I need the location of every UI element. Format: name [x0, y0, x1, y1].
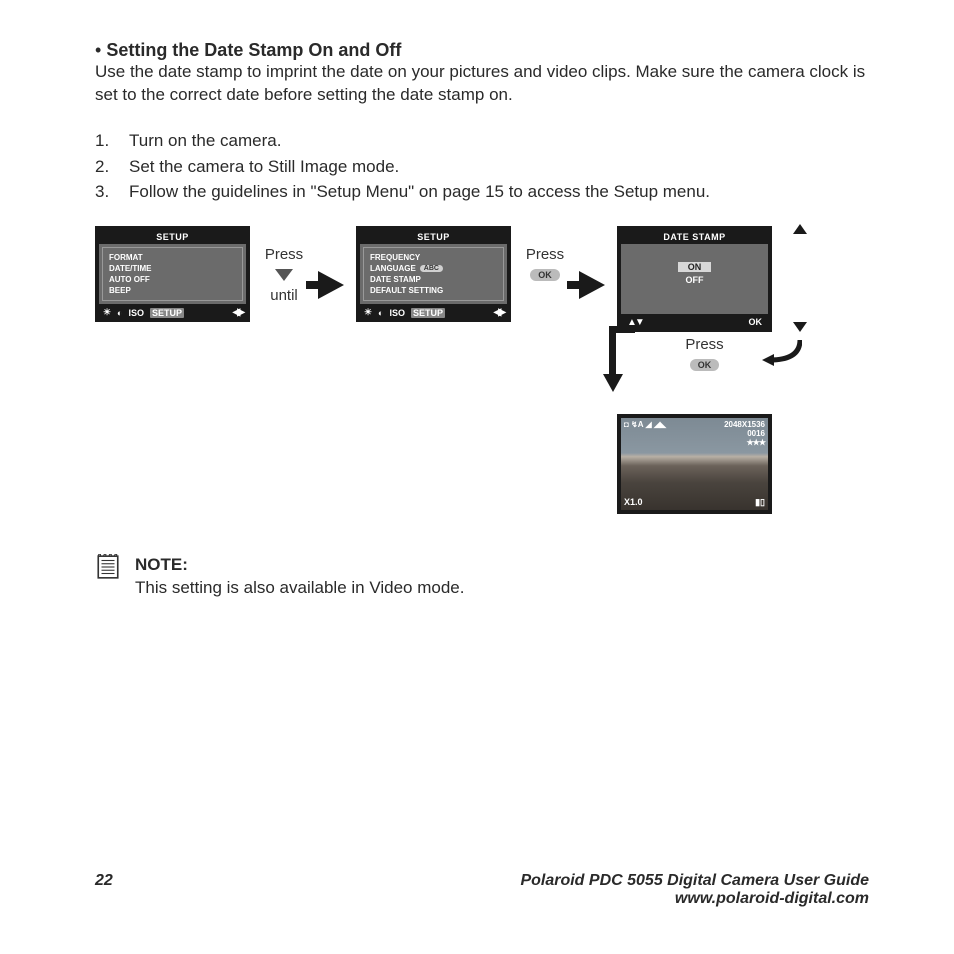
nav-arrows-icon: ◀▶: [233, 307, 242, 318]
preview-quality-icon: ★★★: [724, 438, 765, 447]
step-list: 1.Turn on the camera. 2.Set the camera t…: [95, 129, 869, 204]
step-1: Turn on the camera.: [129, 129, 869, 153]
action-press-ok-2: Press OK: [617, 336, 792, 372]
flow-arrow-icon: [579, 226, 617, 299]
footer-url: www.polaroid-digital.com: [95, 890, 869, 908]
date-stamp-screen: DATE STAMP ON OFF ▲▼ OK: [617, 226, 772, 332]
menu-item: BEEP: [109, 285, 236, 296]
preview-zoom: X1.0: [624, 497, 643, 508]
down-triangle-icon: [793, 322, 807, 332]
note-icon: [95, 554, 121, 585]
setup-badge: SETUP: [150, 308, 184, 318]
ok-button-icon: OK: [530, 269, 560, 281]
nav-arrows-icon: ◀▶: [494, 307, 503, 318]
brightness-icon: ☀: [103, 307, 111, 318]
page-footer: 22 Polaroid PDC 5055 Digital Camera User…: [95, 872, 869, 908]
note-text: This setting is also available in Video …: [135, 577, 464, 600]
section-heading: • Setting the Date Stamp On and Off: [95, 40, 869, 61]
contrast-icon: ◐: [117, 308, 122, 318]
brightness-icon: ☀: [364, 307, 372, 318]
note-label: NOTE:: [135, 554, 464, 577]
menu-item: LANGUAGEABC: [370, 263, 497, 274]
action-press-ok: Press OK: [511, 226, 579, 282]
iso-label: ISO: [129, 308, 145, 318]
flow-arrow-icon: [318, 226, 356, 299]
intro-paragraph: Use the date stamp to imprint the date o…: [95, 61, 869, 107]
step-3: Follow the guidelines in "Setup Menu" on…: [129, 180, 869, 204]
menu-item: DATE STAMP: [370, 274, 497, 285]
preview-mode-icons: ◘ ↯A ◢ ◢◣: [624, 420, 666, 447]
up-triangle-icon: [793, 224, 807, 234]
setup-screen-2: SETUP FREQUENCY LANGUAGEABC DATE STAMP D…: [356, 226, 511, 322]
menu-item: DEFAULT SETTING: [370, 285, 497, 296]
setup-screen-1: SETUP FORMAT DATE/TIME AUTO OFF BEEP ☀ ◐…: [95, 226, 250, 322]
note-block: NOTE: This setting is also available in …: [95, 554, 869, 600]
option-on: ON: [678, 262, 712, 272]
iso-label: ISO: [390, 308, 406, 318]
preview-count: 0016: [724, 429, 765, 438]
menu-item: AUTO OFF: [109, 274, 236, 285]
ok-label: OK: [749, 317, 763, 328]
preview-resolution: 2048X1536: [724, 420, 765, 429]
action-press-down: Press until: [250, 226, 318, 304]
setup-badge: SETUP: [411, 308, 445, 318]
camera-preview-screen: ◘ ↯A ◢ ◢◣ 2048X1536 0016 ★★★ X1.0 ▮▯: [617, 414, 772, 514]
curve-arrow-icon: [762, 338, 802, 372]
footer-title: Polaroid PDC 5055 Digital Camera User Gu…: [95, 872, 869, 890]
option-off: OFF: [621, 275, 768, 285]
ok-button-icon: OK: [690, 359, 720, 371]
menu-item: FORMAT: [109, 252, 236, 263]
contrast-icon: ◐: [378, 308, 383, 318]
battery-icon: ▮▯: [755, 497, 765, 508]
menu-item: DATE/TIME: [109, 263, 236, 274]
down-triangle-icon: [275, 269, 293, 281]
step-2: Set the camera to Still Image mode.: [129, 155, 869, 179]
menu-item: FREQUENCY: [370, 252, 497, 263]
flow-diagram: SETUP FORMAT DATE/TIME AUTO OFF BEEP ☀ ◐…: [95, 226, 869, 514]
abc-badge-icon: ABC: [420, 265, 443, 272]
